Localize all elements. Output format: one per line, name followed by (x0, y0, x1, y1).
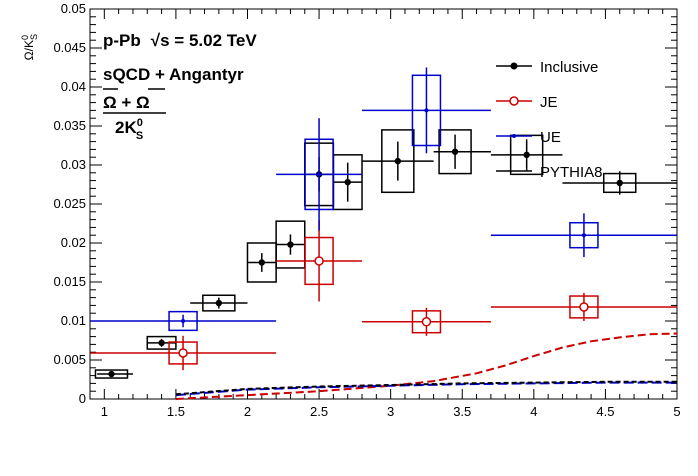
x-tick-label: 2.5 (310, 404, 328, 419)
y-tick-label: 0.005 (53, 352, 86, 367)
je-marker (178, 348, 188, 358)
inclusive-marker (287, 241, 294, 248)
y-tick-label: 0.05 (61, 1, 86, 16)
x-tick-label: 5 (673, 404, 680, 419)
annotation-ratio-denominator: 2K (115, 118, 137, 137)
legend-entry-inclusive: Inclusive (496, 59, 598, 76)
y-tick-label: 0.015 (53, 274, 86, 289)
ue-marker (181, 319, 186, 323)
legend-label-je: JE (540, 94, 558, 111)
annotation-ratio-numerator: Ω + Ω (103, 93, 150, 112)
legend-marker-ue (512, 134, 516, 138)
x-tick-label: 3 (387, 404, 394, 419)
annotation-model: sQCD + Angantyr (103, 65, 244, 84)
legend: Inclusive JE UE PYTHIA8 (496, 59, 603, 181)
legend-label-inclusive: Inclusive (540, 59, 598, 76)
inclusive-marker (215, 299, 223, 307)
pythia8-curve-2 (175, 380, 677, 396)
annotation-ratio-denominator-sup: 0 (137, 117, 143, 129)
y-tick-label: 0.01 (61, 313, 86, 328)
inclusive-marker (394, 157, 402, 165)
plot-area: 1 1.5 2 2.5 3 3.5 4 4.5 5 0 0.005 0.01 0.015 0.02 0.02… (53, 1, 680, 419)
pythia8-curve-0 (175, 332, 678, 400)
inclusive-marker (523, 151, 530, 159)
x-tick-label: 1.5 (167, 404, 185, 419)
y-axis-title-sub: S (29, 34, 39, 40)
legend-marker-je (509, 96, 519, 106)
svg-text:p-Pb√s = 5.02 TeV: p-Pb √s = 5.02 TeV (103, 31, 257, 50)
je-marker (314, 256, 324, 266)
legend-entry-ue: UE (496, 129, 561, 146)
ue-marker (317, 172, 322, 177)
inclusive-marker (258, 259, 266, 266)
x-tick-label: 4 (530, 404, 537, 419)
legend-entry-pythia8: PYTHIA8 (496, 164, 603, 181)
inclusive-marker (158, 339, 165, 347)
y-tick-label: 0.02 (61, 235, 86, 250)
annotation-system: p-Pb (103, 31, 141, 50)
legend-entry-je: JE (496, 94, 558, 111)
inclusive-marker (616, 179, 623, 187)
annotation-block: p-Pb √s = 5.02 TeV sQCD + Angantyr Ω + Ω … (103, 31, 257, 142)
y-axis-title-sup: 0 (20, 35, 30, 40)
y-tick-label: 0.03 (61, 157, 86, 172)
y-axis-title: Ω/K0S (20, 34, 39, 60)
x-tick-label: 3.5 (453, 404, 471, 419)
x-tick-label: 4.5 (596, 404, 614, 419)
inclusive-marker (108, 370, 115, 378)
y-tick-label: 0.035 (53, 118, 86, 133)
y-tick-label: 0.025 (53, 196, 86, 211)
x-tick-label: 1 (101, 404, 108, 419)
x-tick-label: 2 (244, 404, 251, 419)
y-axis-title-main: Ω/K (22, 40, 36, 60)
annotation-energy: √s = 5.02 TeV (151, 31, 258, 50)
inclusive-marker (451, 148, 459, 155)
inclusive-marker (344, 178, 351, 186)
ue-marker (424, 108, 429, 113)
je-marker (421, 317, 432, 327)
y-tick-label: 0 (79, 391, 86, 406)
je-marker (579, 302, 589, 312)
annotation-ratio-denominator-sub: S (136, 130, 143, 142)
legend-label-ue: UE (540, 129, 561, 146)
legend-marker-inclusive (510, 62, 518, 70)
legend-label-pythia8: PYTHIA8 (540, 164, 603, 181)
y-tick-label: 0.04 (61, 79, 86, 94)
y-tick-label: 0.045 (53, 40, 86, 55)
ue-marker (581, 233, 586, 238)
svg-text:Ω/K0S: Ω/K0S (20, 34, 39, 60)
